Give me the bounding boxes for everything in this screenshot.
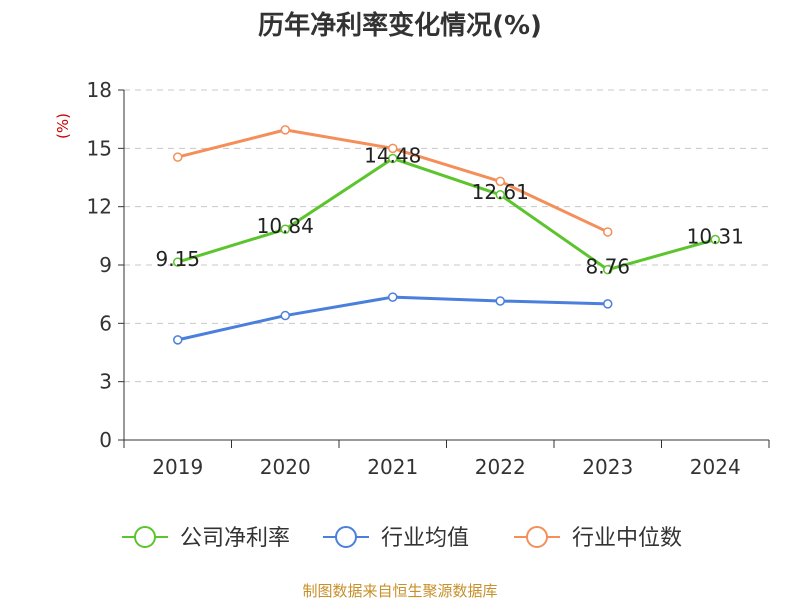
legend-item[interactable]: 公司净利率 — [122, 526, 290, 551]
chart-title: 历年净利率变化情况(%) — [258, 10, 542, 41]
y-tick-label: 12 — [87, 195, 112, 219]
x-tick-label: 2020 — [260, 455, 311, 479]
data-point — [280, 224, 290, 234]
data-point — [495, 176, 505, 187]
data-point — [603, 264, 613, 275]
data-point — [603, 227, 613, 237]
legend-label: 行业中位数 — [572, 526, 682, 551]
y-axis-label: (%) — [54, 113, 72, 139]
legend-label: 公司净利率 — [180, 526, 290, 551]
data-label: 10.84 — [257, 214, 314, 238]
data-point — [173, 335, 183, 345]
data-point — [388, 153, 398, 164]
x-tick-label: 2022 — [475, 455, 526, 479]
data-point — [280, 125, 290, 135]
data-point — [388, 292, 398, 302]
y-tick-label: 18 — [87, 78, 112, 102]
y-tick-label: 9 — [99, 253, 112, 277]
data-point — [495, 296, 505, 306]
data-point — [495, 190, 505, 200]
legend: 公司净利率 行业均值 行业中位数 — [122, 526, 682, 551]
legend-marker — [335, 526, 357, 548]
data-label: 8.76 — [585, 255, 630, 279]
y-tick-label: 0 — [99, 428, 112, 452]
grid-lines — [124, 89, 769, 383]
legend-item[interactable]: 行业中位数 — [514, 526, 682, 551]
series-lines — [173, 125, 720, 345]
y-tick-label: 6 — [99, 311, 112, 335]
data-point — [710, 234, 720, 245]
x-tick-label: 2024 — [690, 455, 741, 479]
y-tick-label: 15 — [87, 136, 112, 160]
data-label: 10.31 — [687, 225, 744, 249]
legend-label: 行业均值 — [381, 526, 469, 551]
data-point — [280, 310, 290, 321]
axes: 0 3 6 9 12 15 18 2019 2020 2021 2022 2023 2024 — [87, 78, 770, 479]
data-point — [173, 152, 183, 162]
data-label: 14.48 — [364, 143, 421, 167]
source-caption: 制图数据来自恒生聚源数据库 — [302, 582, 497, 600]
y-tick-label: 3 — [99, 370, 112, 394]
legend-marker — [134, 526, 156, 548]
series-line — [177, 295, 608, 342]
series-line — [177, 156, 716, 272]
data-point — [388, 143, 398, 154]
x-tick-label: 2021 — [367, 455, 418, 479]
x-tick-label: 2023 — [582, 455, 633, 479]
data-label: 9.15 — [155, 247, 200, 271]
data-label: 12.61 — [472, 180, 529, 204]
legend-marker — [526, 526, 548, 548]
data-point — [173, 257, 183, 267]
data-labels: 9.15 10.84 14.48 12.61 8.76 10.31 — [155, 143, 743, 278]
legend-item[interactable]: 行业均值 — [323, 526, 469, 551]
x-tick-label: 2019 — [152, 455, 203, 479]
data-point — [603, 299, 613, 309]
